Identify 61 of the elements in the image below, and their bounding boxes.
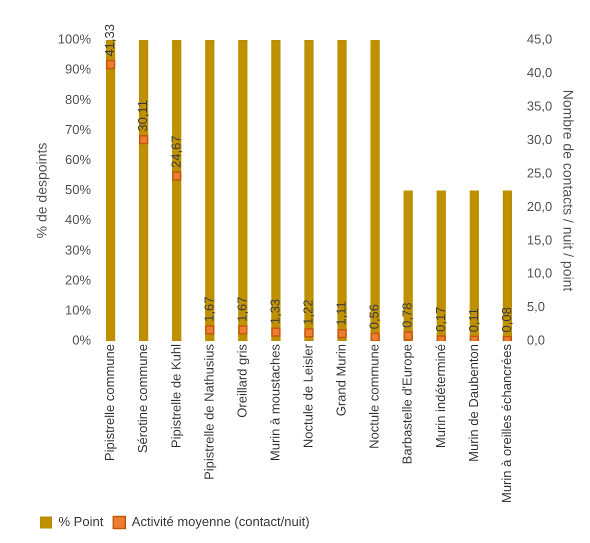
x-tick-label: Murin de Daubenton (466, 344, 481, 462)
x-tick-label: Sérotine commune (135, 344, 150, 454)
y-tick-label: 60% (65, 152, 92, 167)
y2-tick-label: 5,0 (526, 299, 545, 314)
data-label: 1,67 (201, 296, 216, 322)
data-label: 1,33 (267, 298, 282, 324)
x-tick-label: Oreillard gris (234, 344, 250, 418)
y-tick-label: 80% (65, 92, 92, 107)
y-tick-label: 30% (65, 242, 92, 258)
x-tick-label: Noctule de Leisler (300, 343, 316, 448)
x-tick-label: Pipistrelle de Kuhl (168, 344, 184, 448)
y-tick-label: 100% (58, 32, 92, 47)
x-tick-label: Pipistrelle de Nathusius (201, 344, 216, 480)
data-label: 24,67 (168, 135, 184, 168)
y-tick-label: 10% (65, 302, 92, 318)
y2-tick-label: 45,0 (526, 32, 552, 47)
x-tick-label: Barbastelle d'Europe (400, 344, 415, 464)
y2-tick-label: 10,0 (526, 266, 552, 281)
data-label: 0,08 (498, 307, 514, 332)
point (139, 134, 148, 144)
point (172, 171, 182, 181)
point (337, 328, 347, 338)
y2-axis-title: Nombre de contacts / nuit / point (560, 90, 577, 292)
x-tick-label: Noctule commune (366, 344, 382, 449)
y2-tick-label: 30,0 (526, 132, 552, 147)
y-tick-label: 0% (72, 332, 92, 348)
data-label: 30,11 (135, 100, 150, 132)
y-axis-title: % de despoints (33, 142, 50, 238)
point (238, 325, 248, 335)
point (404, 331, 413, 340)
data-label: 1,11 (334, 301, 349, 326)
data-label: 0,56 (366, 304, 382, 330)
y-tick-label: 50% (65, 182, 92, 198)
y2-tick-label: 0,0 (526, 332, 545, 348)
point (205, 325, 214, 335)
x-tick-label: Grand Murin (334, 344, 349, 416)
y-tick-label: 90% (65, 62, 92, 77)
y-tick-label: 70% (65, 122, 92, 137)
data-label: 0,17 (432, 306, 448, 332)
point (370, 332, 380, 342)
y-tick-label: 40% (65, 212, 92, 228)
data-label: 0,11 (466, 308, 481, 332)
point (106, 60, 116, 70)
y2-tick-label: 20,0 (526, 198, 552, 214)
x-tick-label: Murin à moustaches (267, 344, 282, 462)
data-label: 1,22 (300, 300, 316, 325)
x-tick-label: Murin indéterminé (432, 344, 448, 448)
y-tick-label: 20% (65, 272, 92, 288)
legend-label: Activité moyenne (contact/nuit) (132, 514, 310, 530)
data-label: 41,33 (102, 24, 118, 57)
x-tick-label: Pipistrelle commune (102, 344, 118, 462)
x-tick-label: Murin à oreilles échancrées (498, 344, 514, 504)
y2-tick-label: 15,0 (526, 232, 552, 248)
y2-tick-label: 25,0 (526, 165, 552, 180)
point (271, 328, 281, 337)
data-label: 0,78 (400, 302, 415, 328)
y2-tick-label: 35,0 (526, 98, 552, 114)
y2-tick-label: 40,0 (526, 65, 552, 80)
legend-label: % Point (58, 514, 104, 530)
point (304, 328, 314, 338)
data-label: 1,67 (234, 296, 250, 322)
